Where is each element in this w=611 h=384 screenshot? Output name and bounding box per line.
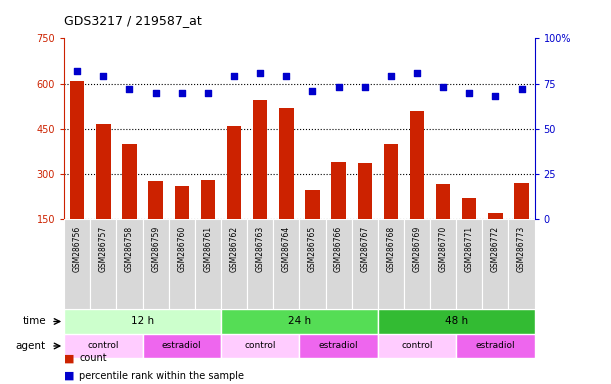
Bar [273, 219, 299, 309]
Bar [169, 219, 195, 309]
Text: GSM286770: GSM286770 [439, 226, 448, 272]
Point [151, 89, 161, 96]
Bar [436, 184, 450, 264]
Text: estradiol: estradiol [319, 341, 359, 351]
Text: 24 h: 24 h [288, 316, 311, 326]
Bar [514, 183, 529, 264]
Bar [378, 309, 535, 334]
Bar [306, 190, 320, 264]
Text: GSM286772: GSM286772 [491, 226, 500, 272]
Bar [456, 219, 482, 309]
Text: GSM286762: GSM286762 [230, 226, 238, 272]
Text: count: count [79, 353, 107, 363]
Text: estradiol: estradiol [162, 341, 202, 351]
Point [491, 93, 500, 99]
Point [386, 73, 396, 79]
Bar [482, 219, 508, 309]
Point [282, 73, 291, 79]
Text: GSM286773: GSM286773 [517, 226, 526, 272]
Point [438, 84, 448, 90]
Text: GSM286757: GSM286757 [99, 226, 108, 272]
Bar [247, 219, 273, 309]
Point [307, 88, 317, 94]
Text: GSM286761: GSM286761 [203, 226, 213, 272]
Bar [201, 180, 215, 264]
Bar [279, 108, 293, 264]
Bar [142, 219, 169, 309]
Bar [378, 334, 456, 358]
Bar [175, 186, 189, 264]
Bar [299, 334, 378, 358]
Text: GSM286763: GSM286763 [255, 226, 265, 272]
Bar [331, 162, 346, 264]
Point [517, 86, 527, 92]
Text: GSM286766: GSM286766 [334, 226, 343, 272]
Point [98, 73, 108, 79]
Bar [253, 100, 268, 264]
Text: GSM286759: GSM286759 [151, 226, 160, 272]
Bar [488, 213, 503, 264]
Bar [64, 334, 142, 358]
Text: time: time [22, 316, 46, 326]
Point [177, 89, 187, 96]
Point [360, 84, 370, 90]
Point [72, 68, 82, 74]
Point [412, 70, 422, 76]
Bar [410, 111, 424, 264]
Point [229, 73, 239, 79]
Bar [70, 81, 84, 264]
Point [334, 84, 343, 90]
Text: GSM286765: GSM286765 [308, 226, 317, 272]
Text: estradiol: estradiol [475, 341, 515, 351]
Bar [64, 309, 221, 334]
Bar [221, 309, 378, 334]
Bar [357, 163, 372, 264]
Text: agent: agent [16, 341, 46, 351]
Text: control: control [401, 341, 433, 351]
Text: GSM286769: GSM286769 [412, 226, 422, 272]
Bar [378, 219, 404, 309]
Bar [148, 181, 163, 264]
Text: GSM286760: GSM286760 [177, 226, 186, 272]
Bar [195, 219, 221, 309]
Bar [221, 334, 299, 358]
Bar [90, 219, 117, 309]
Text: control: control [244, 341, 276, 351]
Bar [117, 219, 142, 309]
Bar [384, 144, 398, 264]
Bar [326, 219, 352, 309]
Bar [64, 219, 90, 309]
Text: GSM286756: GSM286756 [73, 226, 82, 272]
Text: 12 h: 12 h [131, 316, 154, 326]
Text: percentile rank within the sample: percentile rank within the sample [79, 371, 244, 381]
Bar [508, 219, 535, 309]
Bar [456, 334, 535, 358]
Bar [430, 219, 456, 309]
Bar [96, 124, 111, 264]
Bar [404, 219, 430, 309]
Text: ■: ■ [64, 371, 75, 381]
Text: GDS3217 / 219587_at: GDS3217 / 219587_at [64, 14, 202, 27]
Bar [462, 198, 477, 264]
Bar [227, 126, 241, 264]
Point [203, 89, 213, 96]
Text: GSM286764: GSM286764 [282, 226, 291, 272]
Point [464, 89, 474, 96]
Text: GSM286771: GSM286771 [465, 226, 474, 272]
Text: 48 h: 48 h [445, 316, 468, 326]
Text: control: control [87, 341, 119, 351]
Point [125, 86, 134, 92]
Bar [122, 144, 137, 264]
Text: GSM286758: GSM286758 [125, 226, 134, 272]
Bar [221, 219, 247, 309]
Text: GSM286768: GSM286768 [386, 226, 395, 272]
Bar [352, 219, 378, 309]
Text: ■: ■ [64, 353, 75, 363]
Text: GSM286767: GSM286767 [360, 226, 369, 272]
Bar [299, 219, 326, 309]
Point [255, 70, 265, 76]
Bar [142, 334, 221, 358]
